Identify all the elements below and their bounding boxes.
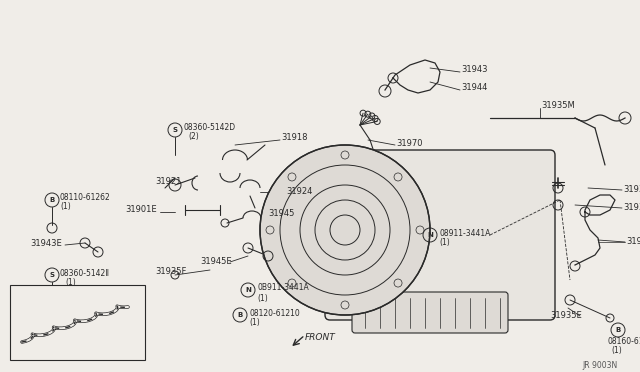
- Text: 31924: 31924: [286, 187, 312, 196]
- Text: 31918: 31918: [281, 134, 307, 142]
- FancyBboxPatch shape: [325, 150, 555, 320]
- Text: S: S: [49, 272, 54, 278]
- Text: 31935: 31935: [626, 237, 640, 247]
- FancyBboxPatch shape: [352, 292, 508, 333]
- Text: 31945E: 31945E: [200, 257, 232, 266]
- Text: 31935M: 31935M: [541, 102, 575, 110]
- Text: (1): (1): [60, 202, 71, 212]
- Text: 31935E: 31935E: [550, 311, 582, 320]
- Text: 31921: 31921: [155, 177, 181, 186]
- Text: N: N: [427, 232, 433, 238]
- Text: N: N: [245, 287, 251, 293]
- Text: 31943: 31943: [461, 65, 488, 74]
- Text: (1): (1): [258, 294, 268, 302]
- Text: B: B: [49, 197, 54, 203]
- Text: B: B: [237, 312, 243, 318]
- Circle shape: [15, 333, 29, 347]
- Text: 08911-3441A: 08911-3441A: [440, 228, 492, 237]
- Text: 08120-61210: 08120-61210: [250, 308, 301, 317]
- Text: 31901E: 31901E: [125, 205, 157, 215]
- Text: 08160-61610: 08160-61610: [607, 337, 640, 346]
- Text: JR 9003N: JR 9003N: [582, 360, 618, 369]
- Text: 31935A: 31935A: [623, 186, 640, 195]
- Text: S: S: [173, 127, 177, 133]
- Text: 31945: 31945: [268, 209, 294, 218]
- Text: 31970: 31970: [396, 138, 422, 148]
- Text: (2): (2): [188, 132, 199, 141]
- Text: FRONT: FRONT: [305, 334, 336, 343]
- Text: 31935F: 31935F: [155, 267, 186, 276]
- Text: 08360-5142Ⅱ: 08360-5142Ⅱ: [60, 269, 110, 278]
- Text: 08110-61262: 08110-61262: [60, 193, 111, 202]
- Bar: [10, 285, 145, 360]
- Text: (1): (1): [250, 318, 260, 327]
- Text: (1): (1): [65, 278, 76, 286]
- Text: 31943E: 31943E: [30, 238, 61, 247]
- Text: 31944: 31944: [461, 83, 488, 93]
- Text: (1): (1): [612, 346, 622, 355]
- Text: (1): (1): [440, 238, 451, 247]
- Text: B: B: [616, 327, 621, 333]
- Text: 31938B: 31938B: [623, 203, 640, 212]
- Text: 31918F: 31918F: [55, 350, 86, 359]
- Text: 08360-5142D: 08360-5142D: [183, 124, 235, 132]
- Circle shape: [121, 298, 135, 312]
- Circle shape: [260, 145, 430, 315]
- Text: 0B911-3441A: 0B911-3441A: [258, 283, 310, 292]
